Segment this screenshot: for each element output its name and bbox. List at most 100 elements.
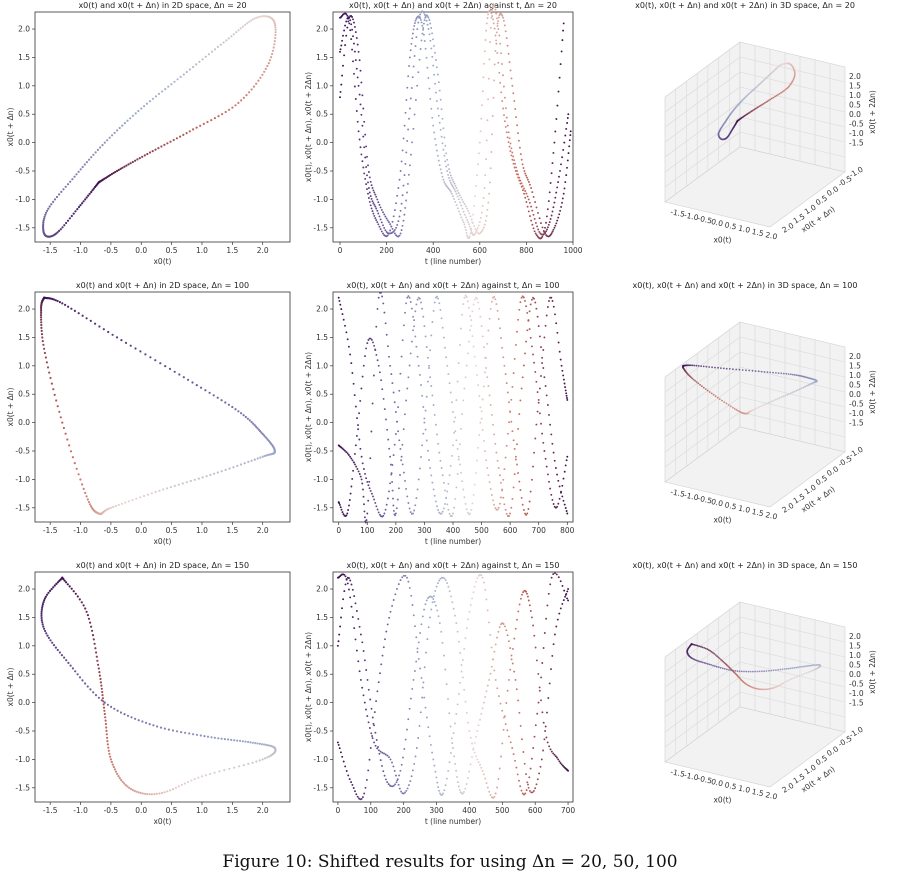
data-point [72, 212, 75, 215]
series-point [431, 596, 433, 599]
series-point [516, 463, 518, 466]
series-point [492, 658, 495, 661]
series-point [439, 459, 442, 462]
series-point [465, 364, 468, 367]
series-point [419, 711, 422, 714]
series-point [402, 219, 405, 222]
data-point [92, 638, 95, 641]
trajectory-point [718, 657, 721, 660]
data-point [123, 782, 126, 785]
series-point [462, 399, 465, 402]
series-point [390, 373, 393, 376]
trajectory-point [808, 383, 811, 386]
series-point [365, 347, 368, 350]
data-point [146, 793, 149, 796]
series-point [547, 200, 550, 203]
data-point [40, 318, 43, 321]
series-point [473, 298, 476, 301]
series-point [421, 24, 424, 27]
series-point [413, 762, 416, 765]
data-point [141, 720, 144, 723]
series-point [516, 773, 519, 776]
series-point [463, 213, 466, 216]
trajectory-point [755, 86, 758, 88]
series-point [504, 373, 507, 376]
data-point [118, 777, 121, 780]
data-point [81, 679, 84, 682]
series-point [535, 234, 538, 237]
data-point [101, 144, 104, 147]
data-point [98, 674, 101, 677]
series-point [461, 676, 464, 679]
series-point [513, 447, 516, 450]
series-point [449, 464, 452, 467]
data-point [42, 601, 45, 604]
series-point [356, 417, 358, 420]
trajectory-point [746, 94, 749, 97]
data-point [260, 431, 263, 434]
data-point [105, 726, 108, 729]
series-point [402, 184, 405, 187]
data-point [47, 591, 50, 594]
series-point [564, 134, 567, 137]
data-point [271, 52, 274, 56]
data-point [77, 170, 80, 173]
series-point [530, 219, 533, 222]
series-point [536, 225, 539, 228]
trajectory-point [741, 369, 744, 371]
series-point [479, 216, 482, 219]
series-point [557, 758, 560, 761]
series-point [393, 209, 396, 212]
trajectory-point [714, 366, 716, 369]
trajectory-point [778, 92, 781, 95]
series-point [563, 470, 566, 473]
data-point [209, 473, 212, 476]
data-point [41, 340, 44, 343]
series-point [356, 795, 359, 798]
data-point [217, 737, 220, 740]
series-point [469, 512, 472, 515]
series-point [564, 181, 567, 184]
trajectory-point [760, 104, 762, 107]
data-point [124, 784, 127, 787]
series-point [340, 508, 343, 511]
data-point [88, 192, 91, 195]
y-tick-label: -1.5 [15, 783, 30, 792]
x-tick-label: -1.0 [683, 210, 699, 222]
series-point [550, 493, 553, 496]
x-tick-label: 400 [446, 526, 461, 535]
series-point [436, 107, 439, 110]
series-point [372, 495, 374, 498]
series-point [382, 646, 385, 649]
series-point [415, 660, 418, 663]
series-point [565, 174, 568, 177]
series-point [535, 659, 538, 662]
trajectory-point [753, 408, 756, 411]
series-point [403, 124, 406, 127]
data-point [60, 190, 63, 193]
y-tick-label: 1.0 [18, 361, 30, 370]
trajectory-point [708, 391, 711, 393]
series-point [346, 452, 349, 455]
x-tick-label: 400 [426, 246, 441, 255]
series-point [551, 162, 554, 165]
data-point [230, 35, 233, 38]
series-point [442, 336, 445, 339]
series-point [510, 398, 513, 401]
series-point [415, 636, 418, 639]
series-point [432, 758, 435, 761]
series-point [366, 480, 369, 483]
data-point [165, 487, 169, 490]
series-point [361, 94, 364, 97]
series-point [429, 349, 432, 352]
series-point [345, 331, 348, 334]
series-point [395, 781, 398, 784]
data-point [44, 595, 48, 598]
series-point [422, 11, 425, 14]
series-point [467, 721, 470, 724]
data-point [253, 17, 256, 20]
series-point [357, 617, 360, 620]
series-point [546, 741, 549, 744]
data-point [137, 791, 140, 794]
series-point [475, 230, 478, 233]
